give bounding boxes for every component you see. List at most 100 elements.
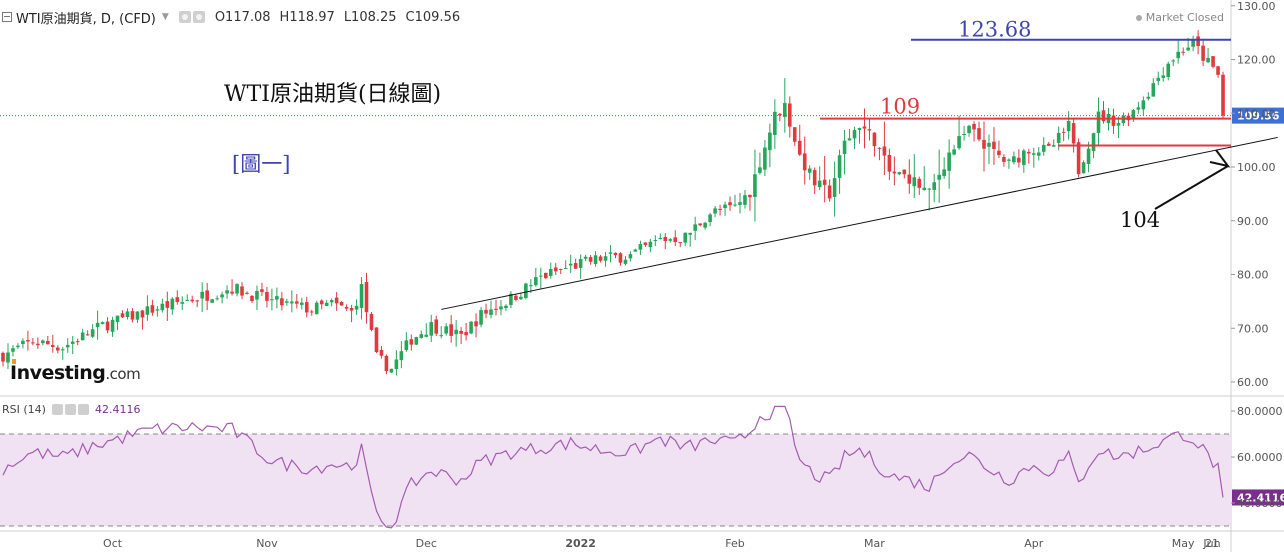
candle-body	[265, 292, 269, 301]
support-arrow	[1154, 165, 1229, 210]
rsi-band	[0, 434, 1231, 526]
eye-icon[interactable]	[51, 404, 63, 415]
rsi-label[interactable]: RSI (14)	[2, 403, 46, 416]
candle-body	[319, 300, 324, 305]
time-axis-label: Feb	[725, 537, 744, 550]
candle-body	[543, 272, 548, 279]
candle-body	[175, 297, 180, 302]
candle-body	[668, 239, 673, 241]
candle-body	[1036, 152, 1041, 156]
candle-body	[379, 350, 384, 356]
candle-body	[364, 282, 369, 313]
candle-body	[80, 332, 85, 341]
gear-icon[interactable]	[192, 11, 205, 23]
candle-body	[932, 182, 936, 190]
candle-body	[887, 154, 892, 172]
gear-icon[interactable]	[64, 404, 76, 415]
candle-body	[369, 313, 374, 330]
candle-body	[673, 237, 678, 243]
candle-body	[130, 311, 135, 320]
candle-body	[285, 301, 289, 303]
candle-body	[1031, 153, 1036, 155]
candle-body	[1171, 60, 1176, 62]
candle-body	[937, 174, 941, 180]
candle-body	[643, 242, 648, 245]
candle-body	[1056, 132, 1061, 143]
chart-title: WTI原油期貨(日線圖)	[224, 82, 441, 107]
candle-body	[479, 310, 483, 325]
candle-body	[304, 302, 309, 313]
time-axis-label: 2022	[565, 537, 596, 550]
candle-body	[195, 300, 200, 302]
candle-body	[225, 290, 229, 294]
candle-body	[354, 305, 359, 310]
candle-body	[917, 178, 922, 188]
ohlc-high: H118.97	[279, 9, 335, 25]
candle-body	[494, 308, 498, 310]
candle-body	[623, 259, 628, 264]
candle-body	[837, 155, 842, 178]
close-icon[interactable]	[77, 404, 89, 415]
candle-body	[160, 303, 165, 311]
candle-body	[140, 310, 145, 318]
collapse-icon[interactable]	[2, 12, 12, 22]
candle-body	[1051, 145, 1056, 147]
symbol-label[interactable]: WTI原油期貨, D, (CFD)	[16, 11, 156, 27]
candle-body	[797, 140, 802, 155]
candle-body	[783, 103, 787, 117]
candle-body	[972, 123, 976, 130]
candle-body	[787, 103, 792, 127]
candle-body	[608, 252, 613, 254]
candle-body	[170, 298, 175, 310]
candle-body	[613, 252, 618, 256]
candle-body	[763, 147, 767, 170]
candle-body	[663, 236, 668, 242]
price-axis-label: 100.00	[1237, 161, 1276, 174]
rsi-value-tag	[1232, 489, 1284, 506]
candle-body	[1111, 115, 1116, 126]
candle-body	[1211, 56, 1215, 67]
candle-body	[563, 268, 568, 270]
candle-body	[215, 298, 219, 300]
candle-body	[593, 255, 598, 264]
candle-body	[723, 204, 727, 209]
candle-body	[1027, 151, 1031, 154]
candle-body	[558, 268, 563, 270]
support-label: 104	[1120, 208, 1160, 232]
candle-body	[638, 244, 643, 250]
candle-body	[90, 329, 95, 337]
candle-body	[743, 195, 747, 205]
candle-body	[583, 256, 588, 259]
candle-body	[210, 299, 214, 303]
candle-body	[1091, 133, 1096, 152]
candle-body	[1046, 143, 1051, 146]
time-axis-label: Apr	[1024, 537, 1044, 550]
candle-body	[812, 170, 817, 186]
candle-body	[75, 341, 80, 343]
price-axis-label: 90.00	[1237, 215, 1269, 228]
candle-body	[1201, 45, 1205, 61]
candle-body	[374, 327, 379, 353]
ohlc-open: O117.08	[214, 9, 271, 25]
candle-body	[1191, 38, 1195, 47]
candle-body	[927, 188, 932, 190]
investing-logo[interactable]: Investing.com	[10, 359, 141, 384]
chevron-down-icon[interactable]: ▼	[161, 12, 169, 22]
candle-body	[862, 126, 867, 129]
candle-body	[1186, 47, 1190, 51]
candle-body	[41, 340, 45, 344]
pane-tools	[178, 11, 205, 23]
resistance-label-top: 123.68	[958, 18, 1031, 42]
candle-body	[6, 352, 10, 363]
candle-body	[414, 337, 419, 345]
candle-body	[942, 169, 946, 177]
time-axis-label: Oct	[103, 537, 123, 550]
candle-body	[748, 194, 752, 198]
rsi-pane-tools	[51, 404, 89, 415]
settings-icon[interactable]	[178, 11, 191, 23]
candle-body	[1017, 157, 1021, 163]
candle-body	[922, 187, 927, 191]
last-price-tag	[1232, 107, 1284, 124]
candle-body	[1081, 162, 1086, 174]
